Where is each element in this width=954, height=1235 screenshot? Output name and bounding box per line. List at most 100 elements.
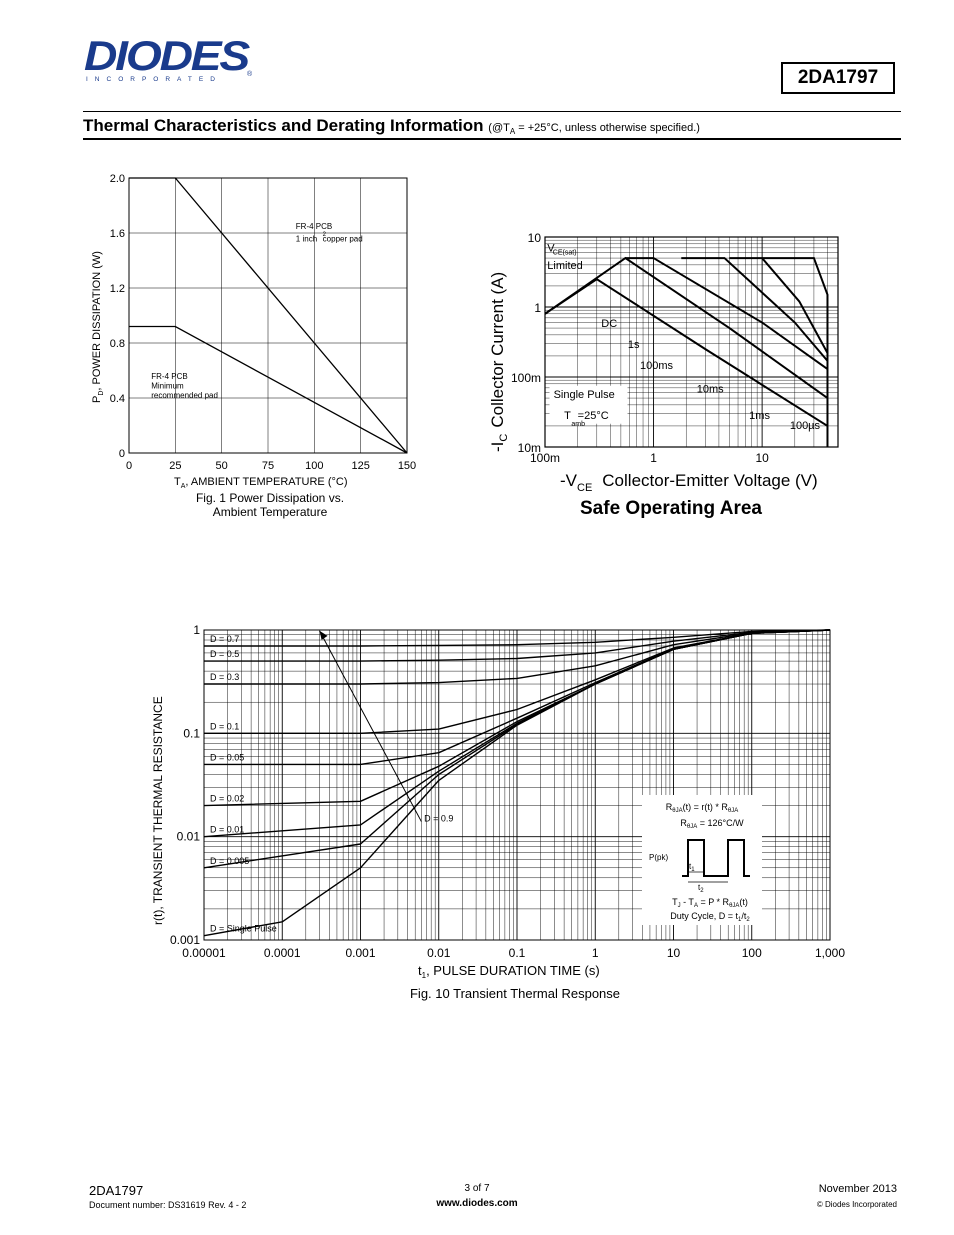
inset-l2-sub: θJA xyxy=(687,824,697,830)
c1-annotation: Minimum xyxy=(151,381,184,390)
c3-xtick-label: 100 xyxy=(742,946,762,960)
c3-d09-label: D = 0.9 xyxy=(424,814,453,824)
inset-line1: RθJA(t) = r(t) * RθJA xyxy=(666,802,738,814)
c1-ytick-label: 0.4 xyxy=(110,393,125,405)
c2-series-line-5 xyxy=(762,257,829,447)
c1-xlabel-sub: A xyxy=(181,483,186,490)
c2-series-line-4 xyxy=(729,257,829,354)
c2-grid xyxy=(544,236,839,448)
c3-xtick-label: 1 xyxy=(592,946,599,960)
c2-xlabel-main: -V xyxy=(560,471,578,490)
inset-line4: Duty Cycle, D = t1/t2 xyxy=(670,911,750,923)
inset-l4-main: Duty Cycle, D = t xyxy=(670,911,738,921)
c1-ylabel: PD, POWER DISSIPATION (W) xyxy=(91,251,105,403)
c3-series-label: D = 0.1 xyxy=(210,721,239,731)
c2-ytick-label: 1 xyxy=(534,301,541,315)
c1-annotation: copper pad xyxy=(323,234,363,243)
footer-website-link[interactable]: www.diodes.com xyxy=(436,1198,518,1209)
inset-l2-rest: = 126°C/W xyxy=(697,818,744,828)
c2-title: Safe Operating Area xyxy=(580,498,762,519)
section-title: Thermal Characteristics and Derating Inf… xyxy=(83,116,700,136)
inset-pulse-waveform xyxy=(682,839,750,877)
c2-xlabel-sub: CE xyxy=(577,482,592,494)
condition-sub: A xyxy=(509,127,516,137)
c2-series-line-2 xyxy=(625,257,829,370)
c1-series xyxy=(129,177,408,454)
inset-l1-sub2: θJA xyxy=(728,808,738,814)
c3-series-line-2 xyxy=(204,629,831,685)
c2-annotation: amb xyxy=(571,421,585,428)
c3-series-label: D = 0.005 xyxy=(210,856,249,866)
diodes-logo: DIODES INCORPORATED ® xyxy=(84,36,253,83)
c1-series-line-1 xyxy=(129,325,408,454)
c3-ytick-label: 0.01 xyxy=(177,830,201,844)
c3-series xyxy=(203,629,831,937)
registered-mark: ® xyxy=(247,70,253,78)
inset-l1-main: R xyxy=(666,802,673,812)
inset-ppk: P(pk) xyxy=(649,853,668,862)
c1-ytick-label: 1.2 xyxy=(110,283,125,295)
c1-caption-1: Fig. 1 Power Dissipation vs. xyxy=(196,491,344,505)
c2-series-line-1 xyxy=(544,256,829,399)
power-dissipation-chart: 0 25 50 75 100 125 150 0 0.4 0.8 1.2 1.6 2.0 FR-4 PC… xyxy=(91,173,416,519)
c3-xlabel-rest: , PULSE DURATION TIME (s) xyxy=(426,963,600,978)
c1-ytick-label: 0 xyxy=(119,448,125,460)
c1-series-line-0 xyxy=(129,177,408,454)
c3-ytick-label: 0.1 xyxy=(183,726,200,740)
c1-ytick-label: 1.6 xyxy=(110,228,125,240)
inset-line2: RθJA = 126°C/W xyxy=(680,818,744,830)
c2-annotation: Limited xyxy=(547,260,582,272)
c3-ytick-label: 1 xyxy=(193,623,200,637)
inset-t1-sub: 1 xyxy=(691,867,695,873)
c2-annotation: 1ms xyxy=(749,410,770,422)
c2-ytick-label: 10 xyxy=(528,231,542,245)
c1-annotation: 2 xyxy=(323,232,327,238)
c3-xtick-label: 10 xyxy=(667,946,681,960)
inset-l3-d: (t) xyxy=(739,897,748,907)
c2-annotation: Single Pulse xyxy=(554,389,615,401)
section-condition: (@TA = +25°C, unless otherwise specified… xyxy=(488,122,700,137)
c3-xtick-label: 0.00001 xyxy=(182,946,226,960)
c3-ytick-label: 0.001 xyxy=(170,933,200,947)
footer-part-number: 2DA1797 xyxy=(89,1183,144,1198)
c3-series-label: D = 0.05 xyxy=(210,752,244,762)
c2-xlabel-rest: Collector-Emitter Voltage (V) xyxy=(602,471,817,490)
c1-xlabel: TA, AMBIENT TEMPERATURE (°C) xyxy=(174,476,348,490)
inset-l3-c-sub: θJA xyxy=(729,903,739,909)
c3-xlabel: t1, PULSE DURATION TIME (s) xyxy=(418,963,600,980)
c3-xlabel-sub: 1 xyxy=(422,971,427,980)
c3-series-labels: D = 0.7 D = 0.5 D = 0.3 D = 0.1 D = 0.05 D = … xyxy=(210,630,453,934)
inset-l3-c: = P * R xyxy=(698,897,730,907)
c3-ylabel: r(t), TRANSIENT THERMAL RESISTANCE xyxy=(151,696,165,925)
condition-suffix: = +25°C, unless otherwise specified.) xyxy=(515,122,700,134)
logo-wordmark: DIODES xyxy=(84,36,250,79)
c3-d09-arrowhead xyxy=(319,630,328,640)
c1-xlabel-rest: , AMBIENT TEMPERATURE (°C) xyxy=(185,476,347,488)
c1-annotation: recommended pad xyxy=(151,391,218,400)
footer-date: November 2013 xyxy=(818,1183,897,1195)
condition-prefix: (@T xyxy=(488,122,510,134)
c2-annotation: T xyxy=(564,410,571,422)
header-rule-top xyxy=(83,111,901,112)
c3-series-label: D = 0.7 xyxy=(210,634,239,644)
c3-series-label: D = 0.02 xyxy=(210,794,244,804)
c2-ytick-label: 10m xyxy=(518,441,541,455)
inset-l4-mid: /t xyxy=(741,911,747,921)
inset-line3: TJ - TA = P * RθJA(t) xyxy=(672,897,748,909)
c2-annotation: CE(sat) xyxy=(553,250,577,257)
c2-annotation: =25°C xyxy=(578,410,609,422)
c3-caption: Fig. 10 Transient Thermal Response xyxy=(410,986,620,1001)
c1-ticks: 0 25 50 75 100 125 150 0 0.4 0.8 1.2 1.6 2.0 xyxy=(110,173,416,472)
inset-t1-main: t xyxy=(689,862,692,871)
part-number-badge: 2DA1797 xyxy=(781,62,895,94)
footer-page-number: 3 of 7 xyxy=(464,1183,490,1194)
c1-xtick-label: 150 xyxy=(398,460,416,472)
c2-ylabel-main: -I xyxy=(488,442,507,452)
c2-xtick-label: 100m xyxy=(530,451,560,465)
c3-series-label: D = 0.01 xyxy=(210,825,244,835)
c2-annotation: 100µs xyxy=(790,420,821,432)
c3-series-label: D = Single Pulse xyxy=(210,924,277,934)
